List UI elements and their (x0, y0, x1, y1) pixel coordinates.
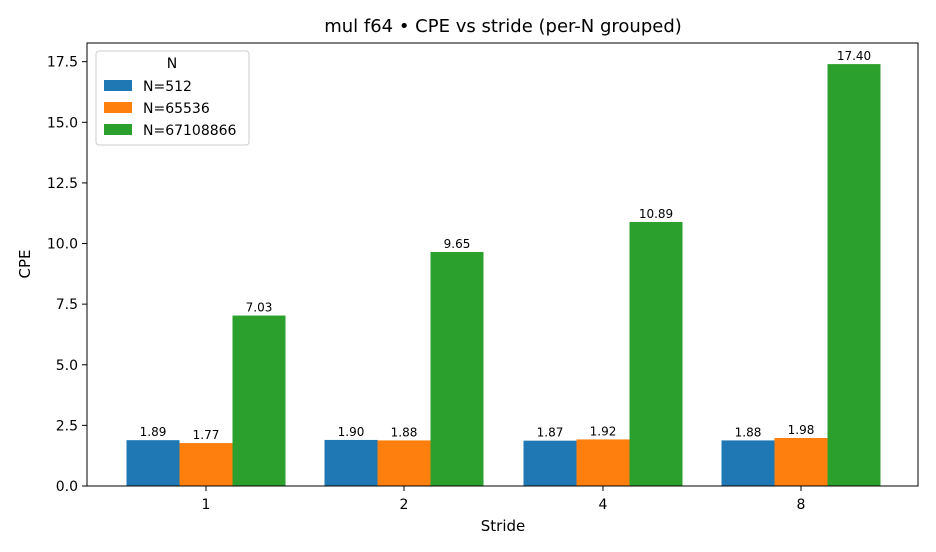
x-tick-label: 8 (797, 497, 806, 513)
bar-n-67108866-stride-2 (430, 252, 484, 486)
bar-n-512-stride-4 (523, 440, 577, 486)
bars-layer (126, 64, 881, 486)
x-axis: 1 2 4 8 (202, 486, 806, 513)
bar-n-512-stride-1 (126, 440, 180, 486)
bar-value-label: 1.77 (193, 428, 220, 442)
bar-n-512-stride-2 (324, 439, 378, 486)
y-axis-label: CPE (16, 250, 34, 279)
bar-n-67108866-stride-1 (232, 315, 286, 486)
legend-swatch (104, 80, 132, 91)
y-axis: 0.0 2.5 5.0 7.5 10.0 12.5 15.0 17.5 (47, 55, 87, 495)
x-tick-label: 1 (202, 497, 211, 513)
chart-title: mul f64 • CPE vs stride (per-N grouped) (324, 16, 682, 37)
y-tick-label: 15.0 (47, 115, 78, 131)
legend: N N=512 N=65536 N=67108866 (95, 50, 250, 146)
bar-n-512-stride-8 (721, 440, 775, 486)
y-tick-label: 12.5 (47, 176, 78, 192)
bar-value-label: 1.98 (788, 423, 815, 437)
bar-value-label: 1.88 (735, 425, 762, 439)
bar-value-label: 1.89 (140, 425, 167, 439)
bar-labels-layer: 1.89 1.90 1.87 1.88 1.77 1.88 1.92 1.98 7.03 9.65… (140, 49, 872, 442)
y-tick-label: 10.0 (47, 237, 78, 253)
y-tick-label: 7.5 (56, 297, 78, 313)
y-tick-label: 17.5 (47, 55, 78, 71)
bar-value-label: 1.90 (338, 425, 365, 439)
legend-title: N (167, 56, 177, 72)
x-axis-label: Stride (481, 517, 526, 535)
bar-value-label: 1.87 (537, 426, 564, 440)
legend-swatch (104, 124, 132, 135)
y-tick-label: 0.0 (56, 479, 78, 495)
x-tick-label: 4 (599, 497, 608, 513)
bar-n-65536-stride-4 (576, 439, 630, 486)
legend-label: N=65536 (143, 101, 210, 117)
legend-label: N=512 (143, 79, 192, 95)
bar-value-label: 1.92 (590, 424, 617, 438)
bar-n-65536-stride-8 (774, 437, 828, 486)
bar-value-label: 9.65 (444, 237, 471, 251)
plot-frame (86, 42, 919, 487)
legend-items: N=512 N=65536 N=67108866 (104, 79, 237, 139)
legend-box (95, 50, 250, 146)
bar-value-label: 10.89 (639, 207, 673, 221)
y-tick-label: 5.0 (56, 358, 78, 374)
bar-value-label: 17.40 (837, 49, 871, 63)
bar-n-65536-stride-1 (179, 443, 233, 486)
bar-n-67108866-stride-8 (827, 64, 881, 486)
legend-swatch (104, 102, 132, 113)
bar-n-65536-stride-2 (377, 440, 431, 486)
legend-label: N=67108866 (143, 123, 237, 139)
x-tick-label: 2 (400, 497, 409, 513)
y-tick-label: 2.5 (56, 418, 78, 434)
bar-n-67108866-stride-4 (629, 221, 683, 486)
bar-value-label: 1.88 (391, 425, 418, 439)
bar-value-label: 7.03 (246, 301, 273, 315)
